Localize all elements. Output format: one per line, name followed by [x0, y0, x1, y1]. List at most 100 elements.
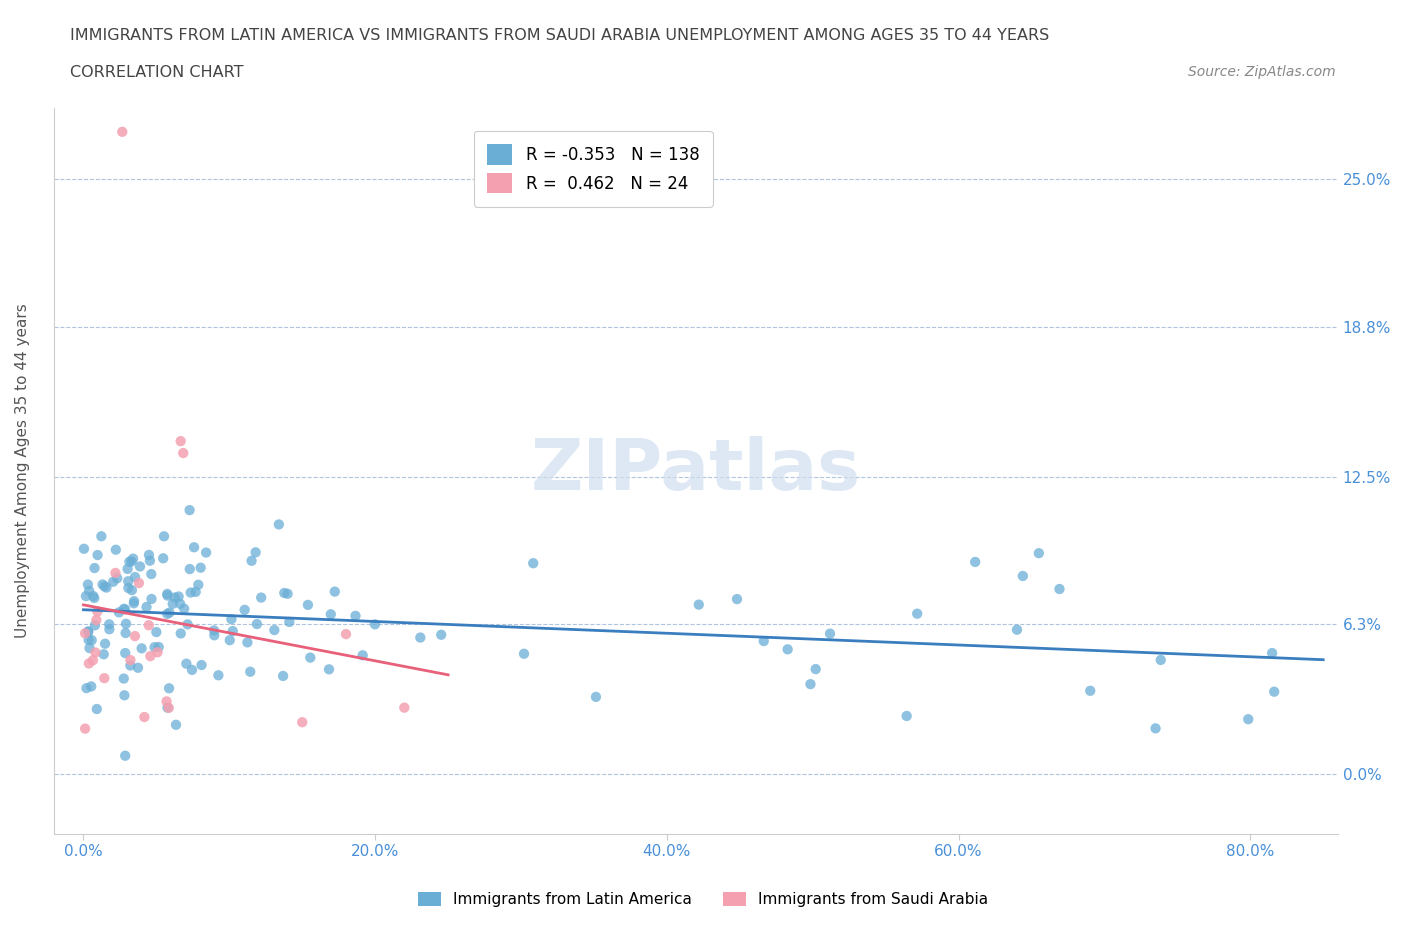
Y-axis label: Unemployment Among Ages 35 to 44 years: Unemployment Among Ages 35 to 44 years	[15, 303, 30, 638]
Immigrants from Latin America	[93, 647, 115, 662]
Immigrants from Latin America	[108, 604, 131, 619]
Immigrants from Saudi Arabia	[172, 445, 194, 460]
Immigrants from Latin America	[236, 635, 259, 650]
Immigrants from Saudi Arabia	[146, 644, 169, 659]
Immigrants from Latin America	[233, 603, 256, 618]
Legend: Immigrants from Latin America, Immigrants from Saudi Arabia: Immigrants from Latin America, Immigrant…	[412, 885, 994, 913]
Immigrants from Latin America	[162, 596, 184, 611]
Immigrants from Latin America	[222, 624, 245, 639]
Immigrants from Latin America	[318, 662, 340, 677]
Immigrants from Latin America	[120, 658, 142, 673]
Immigrants from Latin America	[245, 545, 267, 560]
Immigrants from Latin America	[409, 631, 432, 645]
Immigrants from Saudi Arabia	[86, 604, 108, 619]
Immigrants from Latin America	[165, 717, 187, 732]
Immigrants from Saudi Arabia	[138, 618, 160, 632]
Immigrants from Latin America	[159, 605, 181, 620]
Immigrants from Latin America	[86, 548, 108, 563]
Immigrants from Latin America	[273, 586, 295, 601]
Immigrants from Latin America	[122, 596, 145, 611]
Immigrants from Latin America	[76, 681, 98, 696]
Immigrants from Latin America	[118, 554, 141, 569]
Immigrants from Latin America	[181, 662, 204, 677]
Immigrants from Latin America	[297, 597, 319, 612]
Immigrants from Latin America	[143, 640, 166, 655]
Immigrants from Latin America	[364, 617, 387, 631]
Immigrants from Latin America	[195, 545, 218, 560]
Immigrants from Latin America	[246, 617, 269, 631]
Immigrants from Latin America	[1028, 546, 1050, 561]
Immigrants from Latin America	[319, 607, 342, 622]
Immigrants from Latin America	[90, 529, 112, 544]
Immigrants from Saudi Arabia	[86, 613, 108, 628]
Immigrants from Latin America	[688, 597, 710, 612]
Immigrants from Latin America	[114, 645, 136, 660]
Immigrants from Latin America	[190, 560, 212, 575]
Text: CORRELATION CHART: CORRELATION CHART	[70, 65, 243, 80]
Immigrants from Saudi Arabia	[84, 645, 107, 660]
Immigrants from Latin America	[80, 632, 103, 647]
Immigrants from Saudi Arabia	[104, 565, 127, 580]
Text: Source: ZipAtlas.com: Source: ZipAtlas.com	[1188, 65, 1336, 79]
Immigrants from Saudi Arabia	[128, 576, 150, 591]
Immigrants from Latin America	[799, 677, 821, 692]
Text: IMMIGRANTS FROM LATIN AMERICA VS IMMIGRANTS FROM SAUDI ARABIA UNEMPLOYMENT AMONG: IMMIGRANTS FROM LATIN AMERICA VS IMMIGRA…	[70, 28, 1049, 43]
Immigrants from Latin America	[115, 617, 138, 631]
Immigrants from Latin America	[1011, 568, 1033, 583]
Immigrants from Latin America	[156, 587, 179, 602]
Immigrants from Latin America	[127, 660, 149, 675]
Immigrants from Latin America	[77, 624, 100, 639]
Immigrants from Latin America	[112, 688, 135, 703]
Legend: R = -0.353   N = 138, R =  0.462   N = 24: R = -0.353 N = 138, R = 0.462 N = 24	[474, 131, 713, 206]
Immigrants from Latin America	[430, 628, 453, 643]
Immigrants from Latin America	[752, 633, 775, 648]
Immigrants from Latin America	[207, 668, 229, 683]
Immigrants from Latin America	[121, 583, 143, 598]
Immigrants from Latin America	[103, 575, 125, 590]
Text: ZIPatlas: ZIPatlas	[531, 436, 860, 505]
Immigrants from Latin America	[202, 628, 225, 643]
Immigrants from Latin America	[278, 615, 301, 630]
Immigrants from Latin America	[83, 591, 105, 605]
Immigrants from Latin America	[139, 553, 162, 568]
Immigrants from Latin America	[131, 641, 153, 656]
Immigrants from Saudi Arabia	[134, 710, 156, 724]
Immigrants from Latin America	[1144, 721, 1167, 736]
Immigrants from Latin America	[187, 578, 209, 592]
Immigrants from Latin America	[804, 661, 827, 676]
Immigrants from Latin America	[114, 749, 136, 764]
Immigrants from Latin America	[169, 596, 191, 611]
Immigrants from Latin America	[124, 569, 146, 584]
Immigrants from Latin America	[585, 689, 607, 704]
Immigrants from Latin America	[1150, 653, 1173, 668]
Immigrants from Latin America	[725, 591, 748, 606]
Immigrants from Latin America	[157, 681, 180, 696]
Immigrants from Latin America	[82, 589, 104, 604]
Immigrants from Latin America	[77, 625, 100, 640]
Immigrants from Latin America	[1237, 711, 1260, 726]
Immigrants from Latin America	[156, 588, 179, 603]
Immigrants from Latin America	[1261, 645, 1284, 660]
Immigrants from Latin America	[167, 589, 190, 604]
Immigrants from Latin America	[105, 571, 128, 586]
Immigrants from Latin America	[135, 600, 157, 615]
Immigrants from Latin America	[80, 679, 103, 694]
Immigrants from Latin America	[148, 640, 170, 655]
Immigrants from Latin America	[114, 602, 136, 617]
Immigrants from Saudi Arabia	[75, 721, 97, 736]
Immigrants from Saudi Arabia	[120, 653, 142, 668]
Immigrants from Saudi Arabia	[155, 694, 177, 709]
Immigrants from Latin America	[818, 626, 841, 641]
Immigrants from Latin America	[299, 650, 322, 665]
Immigrants from Saudi Arabia	[82, 653, 104, 668]
Immigrants from Latin America	[352, 648, 374, 663]
Immigrants from Latin America	[112, 602, 135, 617]
Immigrants from Saudi Arabia	[394, 700, 416, 715]
Immigrants from Latin America	[163, 591, 186, 605]
Immigrants from Latin America	[145, 625, 167, 640]
Immigrants from Latin America	[190, 658, 212, 672]
Immigrants from Latin America	[896, 709, 918, 724]
Immigrants from Latin America	[179, 562, 201, 577]
Immigrants from Latin America	[83, 561, 105, 576]
Immigrants from Latin America	[153, 529, 176, 544]
